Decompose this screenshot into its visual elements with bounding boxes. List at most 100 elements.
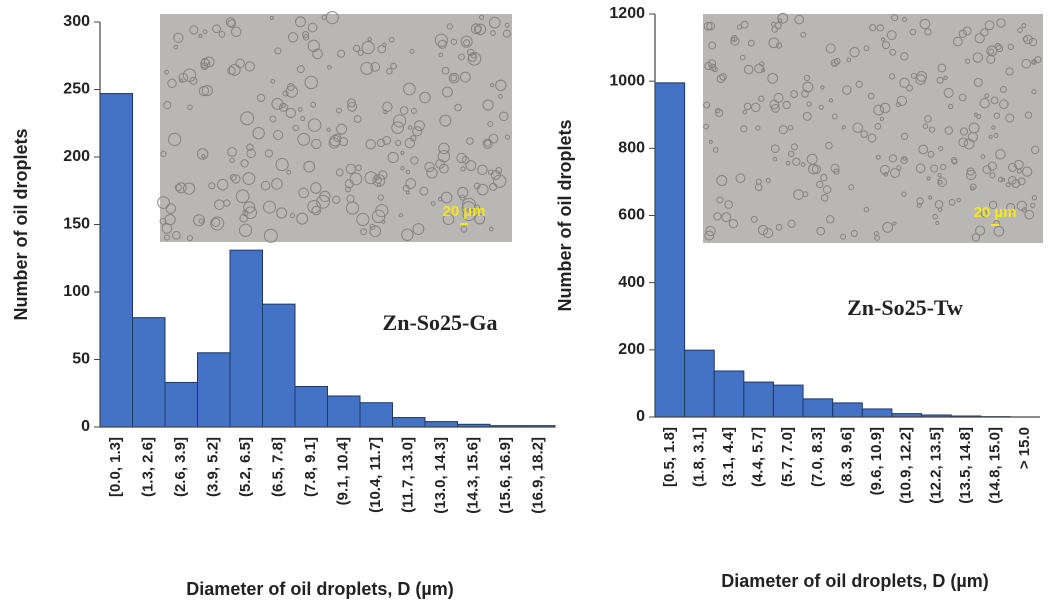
droplet	[892, 221, 897, 226]
droplet	[787, 219, 796, 228]
droplet	[244, 206, 257, 220]
droplet	[806, 153, 818, 165]
droplet	[294, 16, 306, 28]
droplet	[276, 207, 288, 219]
droplet	[1007, 43, 1014, 50]
droplet	[867, 133, 877, 143]
droplet	[886, 30, 897, 41]
droplet	[704, 230, 715, 241]
droplet	[240, 159, 249, 168]
droplet	[770, 144, 780, 154]
x-tick-label: (10.4, 11.7]	[367, 437, 384, 513]
droplet	[398, 213, 404, 218]
droplet	[437, 196, 443, 202]
droplet	[401, 228, 414, 241]
droplet	[349, 172, 363, 186]
droplet	[364, 171, 378, 185]
x-axis-title: Diameter of oil droplets, D (µm)	[721, 571, 988, 591]
droplet	[187, 104, 193, 111]
x-tick-label: (2.6, 3.9]	[172, 437, 189, 497]
droplet	[980, 154, 986, 159]
droplet	[971, 233, 981, 242]
droplet	[714, 107, 721, 114]
droplet	[767, 72, 779, 84]
droplet	[300, 116, 306, 122]
droplet	[988, 134, 993, 139]
droplet	[879, 164, 890, 175]
droplet	[377, 194, 385, 201]
droplet	[816, 180, 824, 189]
droplet	[879, 102, 891, 114]
droplet	[296, 212, 309, 225]
droplet	[292, 124, 300, 132]
droplet	[863, 206, 870, 213]
droplet	[405, 178, 417, 189]
droplet	[984, 20, 995, 31]
droplet	[708, 41, 717, 50]
droplet	[461, 156, 470, 164]
droplet	[504, 22, 510, 28]
droplet	[740, 20, 749, 29]
droplet	[409, 48, 415, 54]
droplet	[915, 163, 926, 174]
droplet	[901, 191, 907, 197]
droplet	[495, 167, 503, 174]
droplet	[430, 201, 436, 206]
droplet	[489, 82, 495, 88]
droplet	[849, 47, 860, 58]
y-axis-title: Number of oil droplets	[555, 119, 575, 311]
droplet	[765, 177, 771, 183]
droplet	[916, 202, 922, 208]
droplet	[943, 75, 948, 81]
droplet	[928, 126, 936, 133]
bar	[713, 370, 745, 418]
droplet	[740, 125, 748, 133]
droplet	[828, 98, 834, 103]
x-tick-label: [0.5, 1.8]	[661, 427, 678, 487]
droplet	[298, 187, 310, 199]
droplet	[487, 169, 494, 176]
droplet	[708, 139, 713, 144]
droplet	[404, 137, 416, 149]
droplet	[1011, 179, 1021, 189]
droplet	[193, 214, 206, 227]
droplet	[743, 64, 754, 75]
droplet	[994, 42, 1002, 51]
droplet	[307, 199, 321, 214]
droplet	[830, 163, 840, 173]
droplet	[370, 62, 381, 72]
droplet	[896, 95, 908, 107]
y-tick-label: 0	[81, 418, 90, 435]
x-tick-label: > 15.0	[1016, 427, 1033, 469]
droplet	[1021, 166, 1033, 177]
x-tick-label: (5.2, 6.5]	[237, 437, 254, 497]
droplet	[928, 195, 933, 200]
x-tick-label: (14.8, 15.0]	[987, 427, 1004, 504]
droplet	[405, 190, 410, 195]
droplet	[200, 62, 209, 71]
droplet	[287, 32, 299, 43]
droplet	[502, 29, 511, 38]
droplet	[883, 172, 889, 177]
droplet	[982, 165, 992, 174]
droplet	[446, 23, 453, 30]
droplet	[943, 87, 954, 98]
droplet	[1000, 85, 1007, 93]
droplet	[460, 35, 473, 48]
droplet	[252, 127, 265, 140]
droplet	[924, 28, 932, 36]
droplet	[157, 196, 170, 209]
droplet	[246, 148, 256, 159]
droplet	[973, 112, 978, 117]
droplet	[846, 57, 852, 63]
droplet	[371, 209, 386, 224]
droplet	[460, 166, 466, 172]
bar	[132, 317, 166, 428]
droplet	[918, 144, 929, 155]
droplet	[426, 167, 438, 179]
droplet	[468, 53, 477, 62]
bar	[294, 386, 328, 428]
droplet	[257, 93, 266, 103]
droplet	[715, 108, 724, 118]
